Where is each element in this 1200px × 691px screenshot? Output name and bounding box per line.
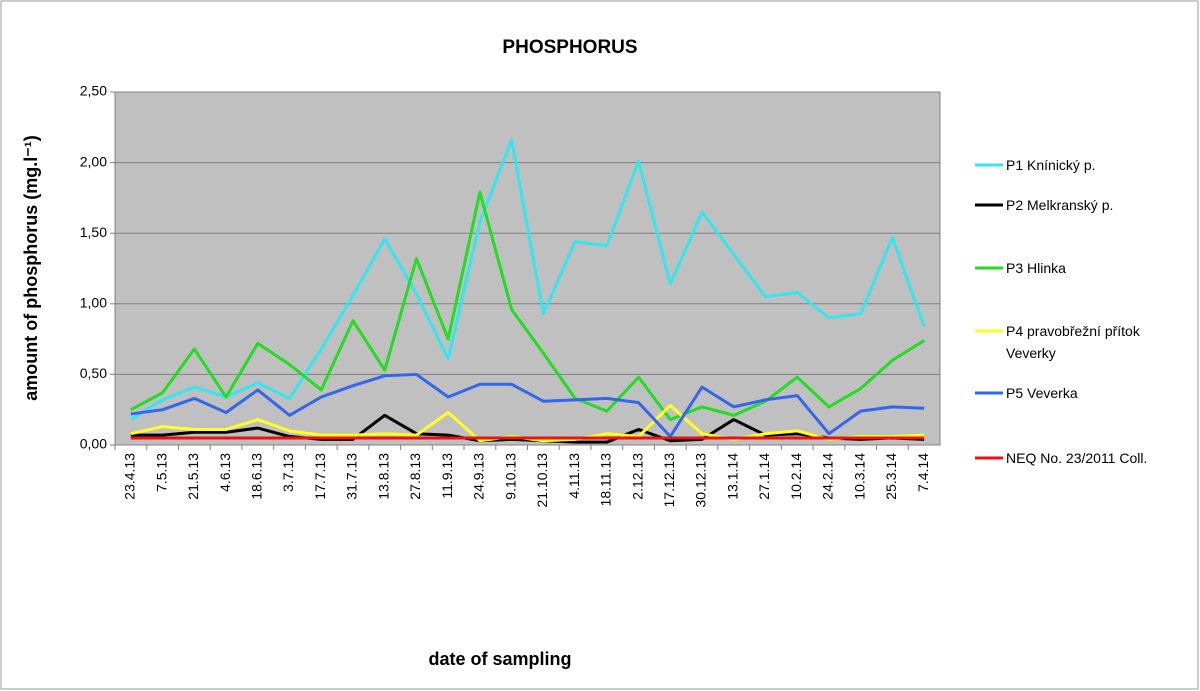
series-line [130, 372, 925, 439]
x-tick-label: 13.1.14 [724, 453, 740, 500]
legend-label: P5 Veverka [1006, 385, 1078, 401]
x-tick-label: 13.8.13 [375, 453, 391, 500]
x-tick-label: 4.11.13 [566, 453, 582, 499]
x-tick-label: 21.10.13 [534, 453, 550, 508]
x-tick-label: 18.6.13 [248, 453, 264, 500]
y-tick-label: 1,00 [80, 295, 107, 311]
x-tick-label: 4.6.13 [217, 453, 233, 492]
y-tick-label: 2,00 [80, 153, 107, 169]
legend-label: P2 Melkranský p. [1006, 197, 1114, 213]
x-tick-label: 9.10.13 [502, 453, 518, 500]
x-tick-label: 17.7.13 [312, 453, 328, 500]
legend-label: P1 Knínický p. [1006, 157, 1096, 173]
x-tick-label: 31.7.13 [344, 453, 360, 500]
x-tick-label: 11.9.13 [439, 453, 455, 499]
x-tick-label: 7.5.13 [153, 453, 169, 492]
x-tick-label: 21.5.13 [185, 453, 201, 500]
y-tick-label: 0,00 [80, 436, 107, 452]
x-tick-label: 17.12.13 [661, 453, 677, 508]
y-tick-label: 2,50 [80, 83, 107, 99]
x-tick-label: 27.1.14 [756, 453, 772, 500]
legend-label: P4 pravobřežní přítok Veverky [1006, 323, 1140, 361]
x-tick-label: 25.3.14 [883, 453, 899, 500]
x-tick-label: 27.8.13 [407, 453, 423, 500]
x-tick-label: 24.9.13 [471, 453, 487, 500]
x-tick-label: 24.2.14 [820, 453, 836, 500]
legend-label: P3 Hlinka [1006, 260, 1066, 276]
x-tick-label: 3.7.13 [280, 453, 296, 492]
y-axis-label: amount of phosphorus (mg.l⁻¹) [21, 135, 41, 400]
y-tick-label: 1,50 [80, 224, 107, 240]
x-tick-label: 23.4.13 [122, 453, 138, 500]
legend-label: NEQ No. 23/2011 Coll. [1006, 450, 1148, 466]
x-tick-label: 18.11.13 [598, 453, 614, 507]
x-tick-label: 30.12.13 [693, 453, 709, 508]
chart-title: PHOSPHORUS [502, 37, 637, 58]
series-line [130, 190, 925, 422]
x-axis-label: date of sampling [428, 649, 571, 669]
x-tick-label: 7.4.14 [915, 453, 931, 492]
y-tick-label: 0,50 [80, 365, 107, 381]
series-line [130, 138, 926, 421]
x-tick-label: 10.3.14 [851, 453, 867, 500]
x-tick-label: 10.2.14 [788, 453, 804, 500]
x-tick-label: 2.12.13 [629, 453, 645, 500]
